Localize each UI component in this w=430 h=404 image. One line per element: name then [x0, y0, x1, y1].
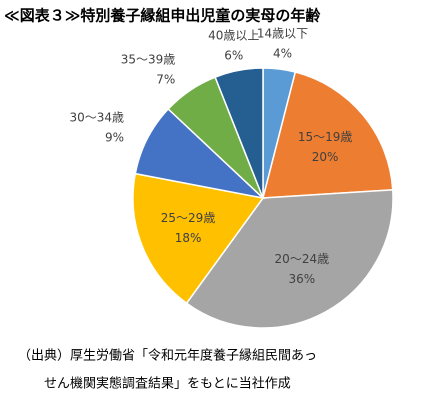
category-label: 25～29歳: [161, 211, 216, 225]
category-label: 30～34歳: [69, 111, 124, 125]
pie-slice: [132, 172, 265, 305]
pie-slice: [214, 67, 264, 199]
chart-title: ≪図表３≫特別養子縁組申出児童の実母の年齢: [4, 7, 321, 25]
source-note: （出典）厚生労働省「令和元年度養子縁組民間あっ: [18, 348, 317, 364]
value-label: 7%: [156, 72, 175, 86]
value-label: 9%: [105, 131, 124, 145]
category-label: 14歳以下: [257, 27, 308, 41]
source-note: せん機関実態調査結果」をもとに当社作成: [44, 376, 291, 392]
value-label: 4%: [273, 47, 292, 61]
category-label: 35～39歳: [121, 52, 176, 66]
category-label: 15～19歳: [298, 130, 353, 144]
category-label: 40歳以上: [208, 28, 259, 42]
category-label: 20～24歳: [275, 252, 330, 266]
pie-slice: [262, 71, 394, 199]
value-label: 36%: [288, 272, 315, 286]
value-label: 20%: [312, 150, 339, 164]
value-label: 6%: [224, 48, 243, 62]
pie-slice: [185, 189, 394, 329]
value-label: 18%: [175, 231, 202, 245]
